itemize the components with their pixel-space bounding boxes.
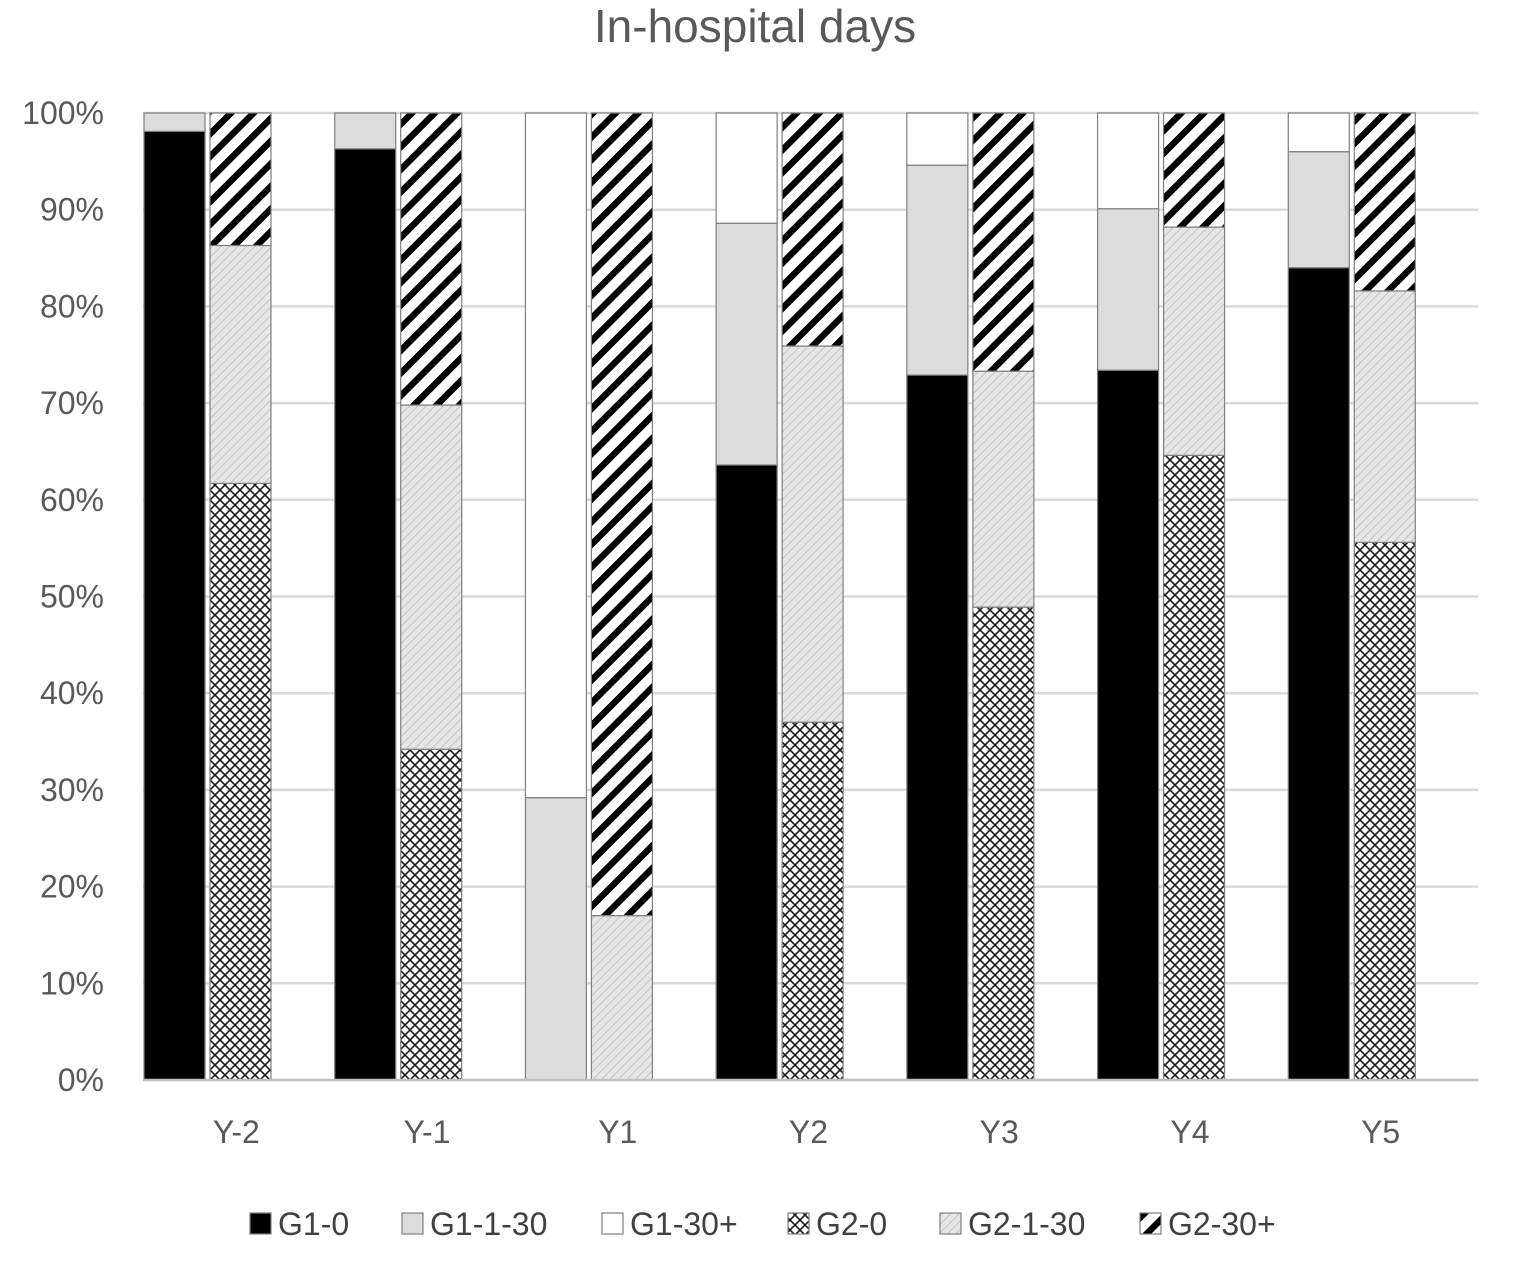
bar-segment-g2-30--y3 — [972, 112, 1035, 372]
bar-segment-g1-0-y3 — [906, 374, 969, 1081]
bar-segment-g1-1-30-y1 — [524, 797, 588, 1081]
bar-segment-g2-30--y-2 — [209, 112, 272, 247]
legend-swatch — [401, 1212, 424, 1235]
bar-segment-g2-0-y-2 — [209, 482, 272, 1081]
legend: G1-0 G1-1-30 G1-30+ G2-0 G2-1-30 G2-30+ — [249, 1206, 1276, 1242]
y-tick-label: 40% — [40, 675, 104, 711]
x-tick-label: Y1 — [598, 1114, 637, 1150]
bar-segment-g1-30--y3 — [906, 112, 969, 166]
bar-segment-g1-1-30-y3 — [906, 164, 969, 376]
y-tick-label: 50% — [40, 579, 104, 615]
bar-segment-g2-30--y1 — [590, 112, 654, 917]
x-tick-label: Y2 — [789, 1114, 828, 1150]
bar-segment-g2-30--y5 — [1353, 112, 1416, 292]
bar-segment-g1-1-30-y-1 — [334, 112, 397, 150]
y-tick-label: 100% — [22, 95, 104, 131]
bar-segment-g2-1-30-y1 — [590, 915, 654, 1081]
legend-swatch — [1139, 1212, 1162, 1235]
y-tick-label: 60% — [40, 482, 104, 518]
bar-segment-g1-30--y4 — [1096, 112, 1160, 210]
legend-swatch — [939, 1212, 962, 1235]
bar-segment-g1-30--y2 — [715, 112, 778, 224]
x-tick-label: Y-1 — [404, 1114, 451, 1150]
legend-swatch — [601, 1212, 624, 1235]
bar-segment-g1-1-30-y5 — [1287, 151, 1350, 269]
legend-label: G2-0 — [816, 1206, 887, 1242]
legend-swatch — [787, 1212, 810, 1235]
chart-title: In-hospital days — [594, 0, 916, 52]
y-tick-label: 20% — [40, 869, 104, 905]
bar-segment-g2-30--y2 — [781, 112, 844, 347]
bar-segment-g2-0-y3 — [972, 606, 1035, 1081]
bar-segment-g1-0-y-2 — [143, 130, 206, 1081]
bar-segment-g1-30--y1 — [524, 112, 588, 799]
legend-label: G1-1-30 — [430, 1206, 547, 1242]
y-axis-tick-labels: 0% 10% 20% 30% 40% 50% 60% 70% 80% 90% 100% — [22, 95, 104, 1098]
bar-segment-g2-30--y-1 — [400, 112, 463, 406]
y-tick-label: 80% — [40, 288, 104, 324]
bar-segment-g2-30--y4 — [1162, 112, 1226, 228]
bar-segment-g1-1-30-y4 — [1096, 208, 1160, 371]
x-tick-label: Y5 — [1361, 1114, 1400, 1150]
y-tick-label: 90% — [40, 192, 104, 228]
bar-segment-g2-0-y2 — [781, 721, 844, 1081]
bar-segment-g2-0-y5 — [1353, 541, 1416, 1081]
x-axis-tick-labels: Y-2 Y-1 Y1 Y2 Y3 Y4 Y5 — [213, 1114, 1400, 1150]
legend-label: G1-0 — [278, 1206, 349, 1242]
bar-segment-g1-30--y5 — [1287, 112, 1350, 153]
bar-segment-g2-1-30-y4 — [1162, 226, 1226, 456]
bar-segment-g2-1-30-y2 — [781, 345, 844, 723]
bar-segment-g2-0-y-1 — [400, 748, 463, 1081]
y-tick-label: 70% — [40, 385, 104, 421]
bar-segment-g2-1-30-y3 — [972, 370, 1035, 608]
bar-segment-g1-0-y2 — [715, 464, 778, 1081]
x-tick-label: Y3 — [980, 1114, 1019, 1150]
bar-segment-g1-1-30-y2 — [715, 222, 778, 466]
bar-segment-g1-0-y5 — [1287, 267, 1350, 1081]
legend-label: G1-30+ — [630, 1206, 738, 1242]
bars — [143, 112, 1416, 1081]
legend-swatch — [249, 1212, 272, 1235]
bar-segment-g2-0-y4 — [1162, 454, 1226, 1081]
bar-segment-g1-0-y4 — [1096, 369, 1160, 1081]
legend-label: G2-30+ — [1168, 1206, 1276, 1242]
y-tick-label: 10% — [40, 965, 104, 1001]
bar-segment-g2-1-30-y-2 — [209, 244, 272, 484]
y-tick-label: 0% — [58, 1062, 104, 1098]
y-tick-label: 30% — [40, 772, 104, 808]
x-tick-label: Y4 — [1170, 1114, 1209, 1150]
legend-label: G2-1-30 — [968, 1206, 1085, 1242]
x-tick-label: Y-2 — [213, 1114, 260, 1150]
bar-segment-g2-1-30-y5 — [1353, 290, 1416, 543]
bar-segment-g1-0-y-1 — [334, 148, 397, 1081]
bar-segment-g1-1-30-y-2 — [143, 112, 206, 132]
bar-segment-g2-1-30-y-1 — [400, 404, 463, 750]
